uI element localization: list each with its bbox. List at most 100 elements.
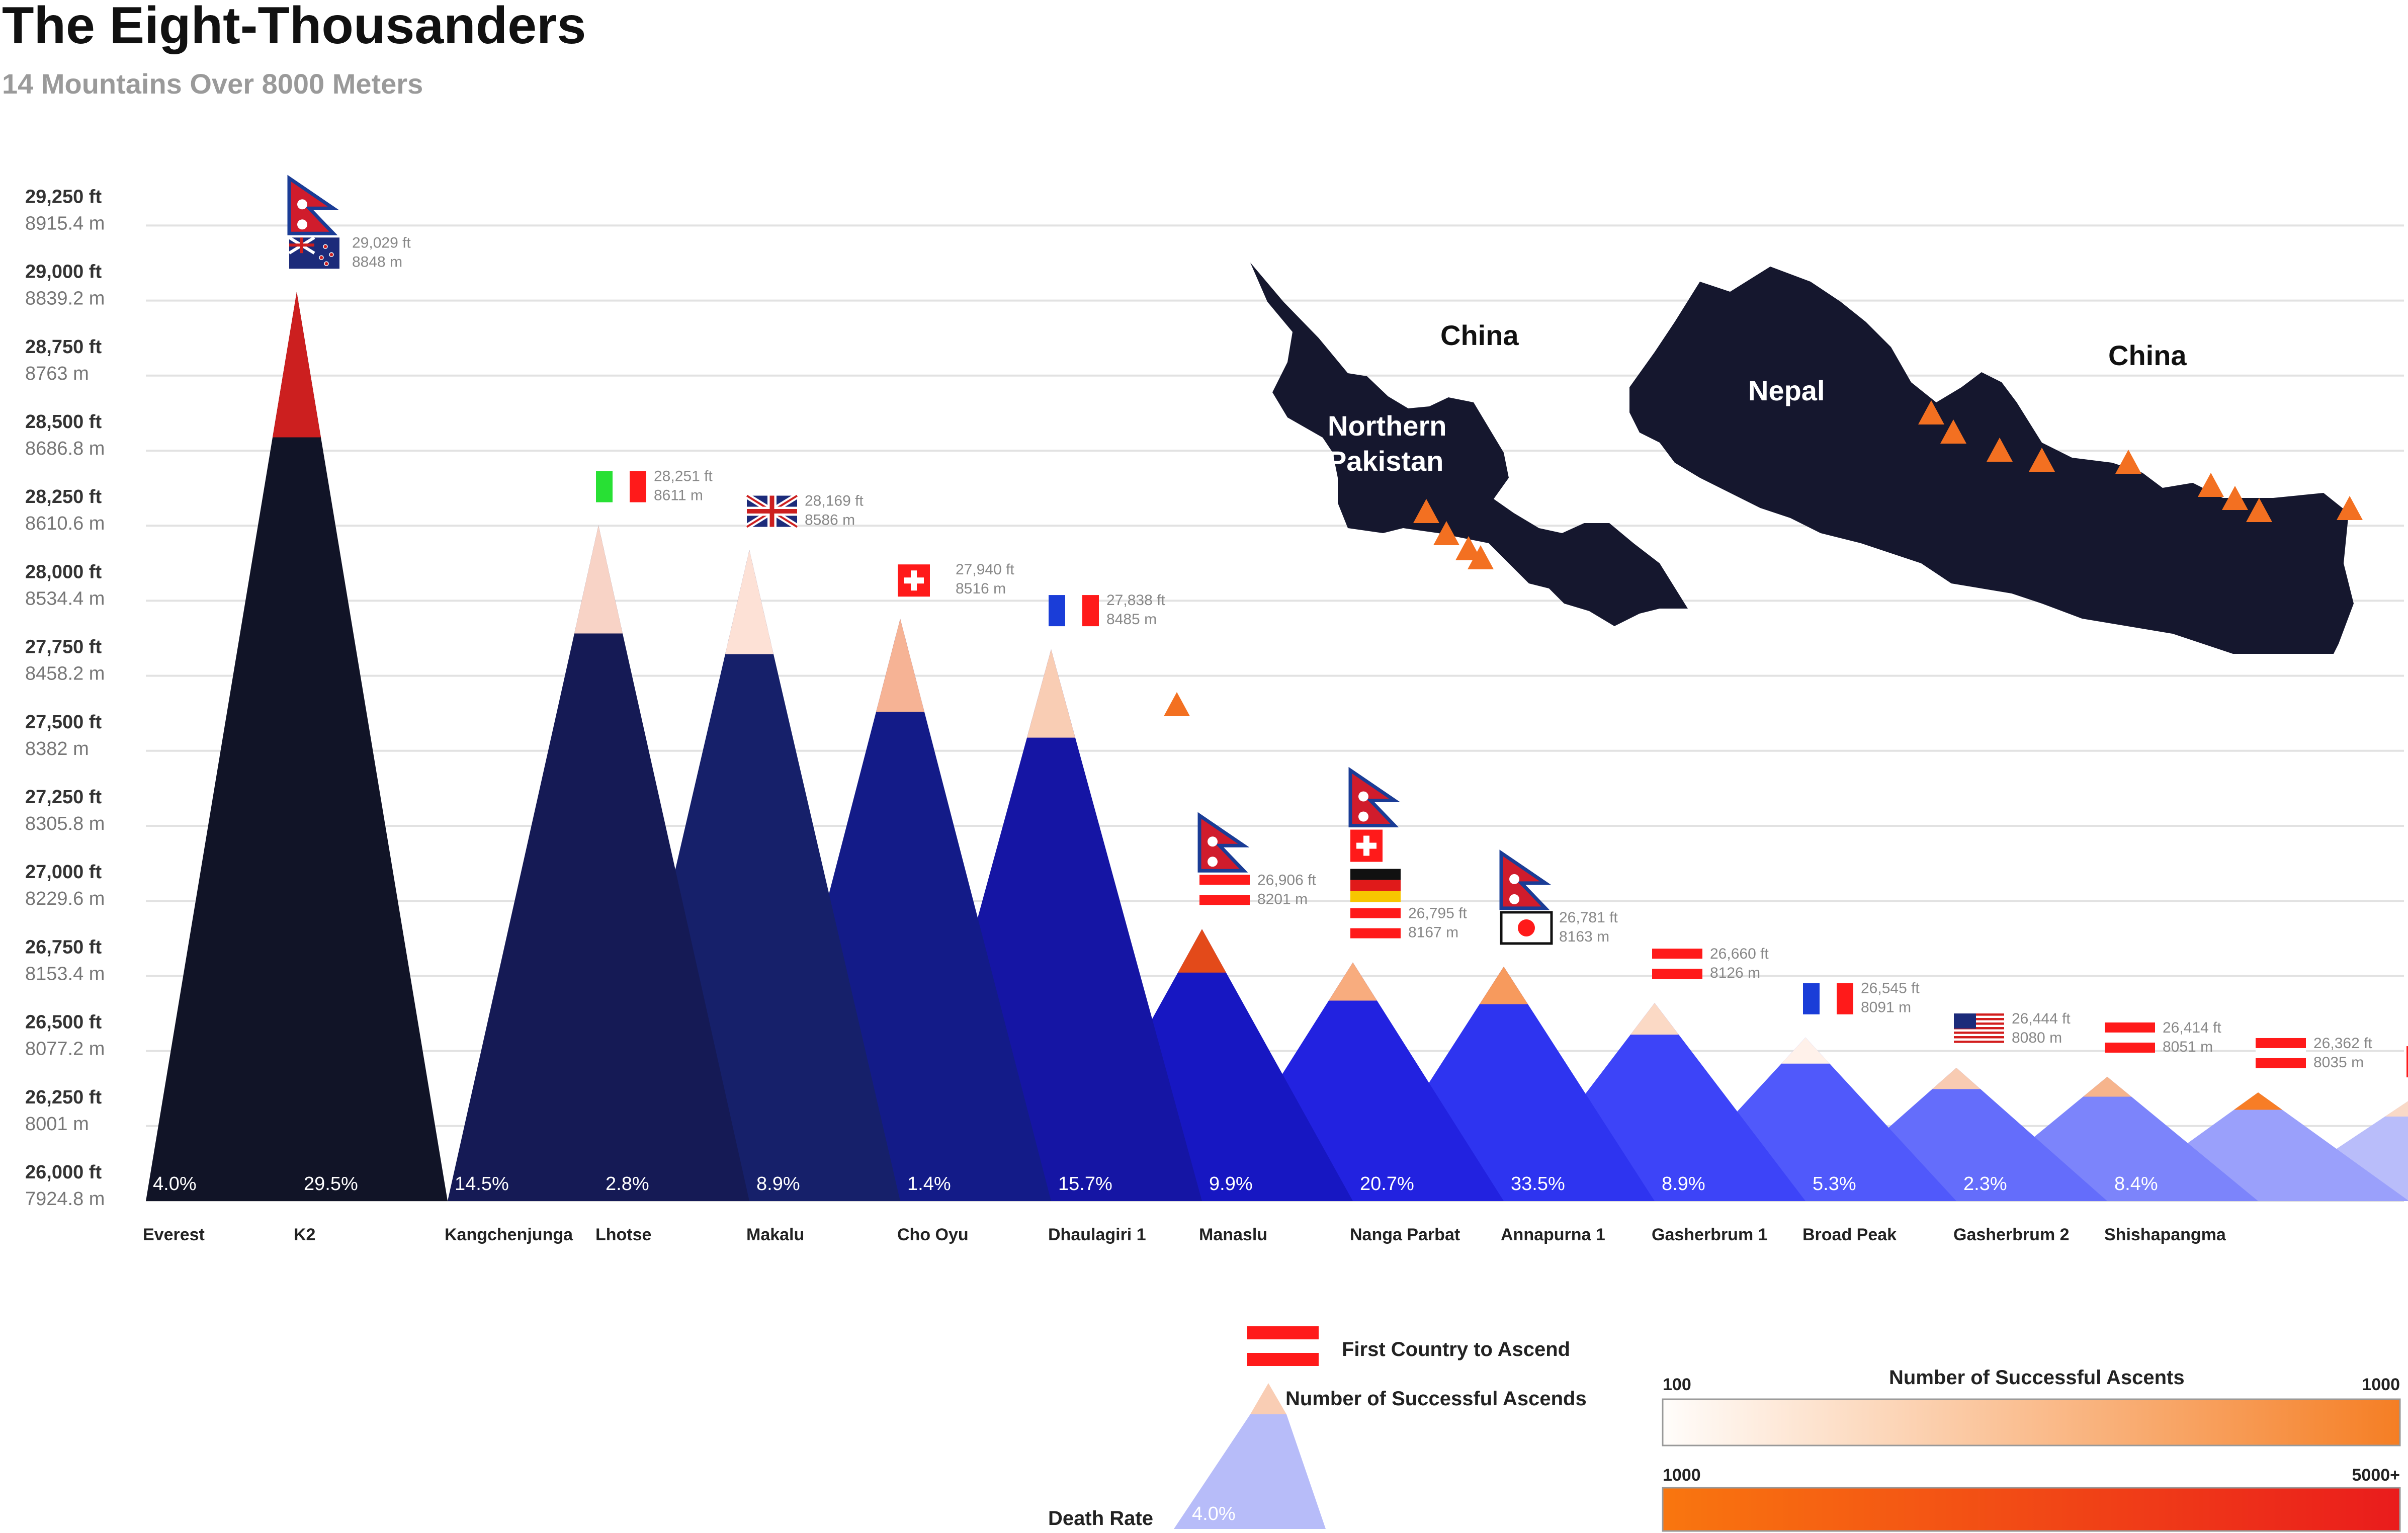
flag-germany (1350, 869, 1401, 902)
mountain-names: Everest K2 Kangchenjunga Lhotse Makalu Cho Oy… (143, 1225, 2226, 1244)
death-rate-label: 15.7% (1058, 1173, 1112, 1195)
mountain-tip (725, 550, 773, 654)
height-ft-label: 28,251 ft (654, 468, 713, 485)
mountain-name: Kangchenjunga (445, 1225, 573, 1244)
peak-marker (1987, 438, 2013, 462)
mountain-name: Manaslu (1199, 1225, 1267, 1244)
y-axis: 26,000 ft 7924.8 m 26,250 ft 8001 m 26,500 f… (25, 186, 105, 1210)
flag-nepal (1348, 766, 1401, 828)
legend-flag-stripe-top (1247, 1326, 1319, 1339)
peak-marker (2029, 448, 2055, 472)
scale2-bar (1662, 1487, 2401, 1532)
legend-sample-rate: 4.0% (1192, 1503, 1236, 1524)
height-ft-label: 27,838 ft (1106, 592, 1165, 609)
mountain-tip (2385, 1101, 2408, 1117)
y-tick-ft: 29,000 ft (25, 262, 102, 283)
flag-austria (2256, 1038, 2306, 1068)
map-label-northern: Northern (1328, 410, 1446, 442)
height-m-label: 8611 m (654, 487, 703, 504)
death-rate-label: 8.9% (756, 1173, 800, 1195)
mountain-tip (2234, 1092, 2282, 1110)
y-tick-ft: 26,250 ft (25, 1087, 102, 1108)
y-tick-ft: 26,750 ft (25, 936, 102, 958)
peak-marker (2198, 473, 2224, 497)
death-rate-label: 2.3% (1963, 1173, 2007, 1195)
peak-marker (1468, 545, 1494, 569)
mountain-name: Nanga Parbat (1350, 1225, 1460, 1244)
y-tick-ft: 27,500 ft (25, 712, 102, 733)
flag-swiss (898, 564, 930, 597)
death-rate-label: 9.9% (1209, 1173, 1253, 1195)
height-ft-label: 26,444 ft (2012, 1010, 2071, 1027)
y-tick-ft: 28,750 ft (25, 336, 102, 358)
y-tick-m: 8534.4 m (25, 588, 105, 609)
mountain-tip (1630, 1003, 1679, 1035)
y-tick-m: 8077.2 m (25, 1039, 105, 1060)
y-tick-m: 8915.4 m (25, 213, 105, 234)
height-ft-label: 26,795 ft (1408, 905, 1467, 922)
flag-italy (596, 471, 646, 502)
mountains (146, 292, 2408, 1202)
mountain-name: Lhotse (595, 1225, 651, 1244)
height-m-label: 8201 m (1257, 891, 1308, 907)
y-tick-ft: 28,000 ft (25, 561, 102, 582)
death-rate-label: 8.4% (2114, 1173, 2158, 1195)
height-m-label: 8167 m (1408, 924, 1458, 941)
mountain-body (146, 292, 448, 1202)
legend-death-rate: Death Rate (1048, 1507, 1153, 1529)
height-ft-label: 29,029 ft (352, 234, 411, 251)
peak-marker (1433, 521, 1459, 545)
flag-france (1803, 983, 1853, 1014)
mountain-tip (1178, 929, 1226, 973)
height-m-label: 8080 m (2012, 1030, 2062, 1046)
mountain-name: Cho Oyu (897, 1225, 969, 1244)
mountain-tip (1329, 962, 1377, 1001)
mountain-tip (1781, 1037, 1830, 1064)
height-ft-label: 26,781 ft (1559, 909, 1618, 926)
mountain-name: Gasherbrum 1 (1652, 1225, 1768, 1244)
mountain-name: K2 (294, 1225, 315, 1244)
y-tick-ft: 27,250 ft (25, 787, 102, 808)
y-tick-ft: 28,500 ft (25, 411, 102, 433)
y-tick-ft: 28,250 ft (25, 486, 102, 507)
scale1-bar (1662, 1398, 2401, 1446)
y-tick-ft: 27,000 ft (25, 862, 102, 883)
legend-ascent-tip (1250, 1383, 1286, 1414)
death-rate-label: 20.7% (1360, 1173, 1414, 1195)
y-tick-m: 8763 m (25, 363, 89, 384)
flag-japan (1500, 911, 1553, 945)
death-rate-label: 5.3% (1813, 1173, 1856, 1195)
flag-nepal (287, 175, 339, 235)
flag-nepal (1499, 849, 1552, 910)
peak-marker (1940, 419, 1966, 444)
mountain-name: Broad Peak (1802, 1225, 1897, 1244)
chart-subtitle: 14 Mountains Over 8000 Meters (2, 68, 423, 100)
map-label-china-1: China (1440, 319, 1519, 351)
height-ft-label: 26,414 ft (2163, 1019, 2221, 1036)
height-m-label: 8035 m (2313, 1054, 2364, 1071)
height-m-label: 8586 m (805, 512, 855, 529)
y-tick-m: 8001 m (25, 1114, 89, 1135)
map-northern-pakistan: Northern Pakistan China (1250, 263, 1688, 626)
height-ft-label: 28,169 ft (805, 493, 864, 509)
flag-china (2406, 1046, 2408, 1078)
scale1-max: 1000 (2362, 1375, 2400, 1394)
mountain-tip (1480, 966, 1528, 1004)
height-ft-label: 26,906 ft (1257, 872, 1316, 888)
y-tick-m: 8229.6 m (25, 888, 105, 909)
mountain-tip (574, 525, 623, 634)
death-rate-label: 33.5% (1511, 1173, 1565, 1195)
height-m-label: 8163 m (1559, 928, 1609, 945)
height-m-label: 8848 m (352, 253, 402, 270)
mountain-tip (1932, 1068, 1981, 1089)
height-m-label: 8091 m (1861, 999, 1911, 1016)
y-tick-m: 8458.2 m (25, 663, 105, 685)
mountain-tip (273, 292, 321, 438)
height-ft-label: 26,660 ft (1710, 946, 1769, 962)
flag-austria (1199, 875, 1250, 905)
y-tick-m: 8610.6 m (25, 513, 105, 534)
map-label-nepal: Nepal (1748, 375, 1825, 406)
height-ft-label: 26,545 ft (1861, 980, 1920, 997)
y-tick-m: 8305.8 m (25, 813, 105, 834)
mountain-name: Shishapangma (2104, 1225, 2226, 1244)
